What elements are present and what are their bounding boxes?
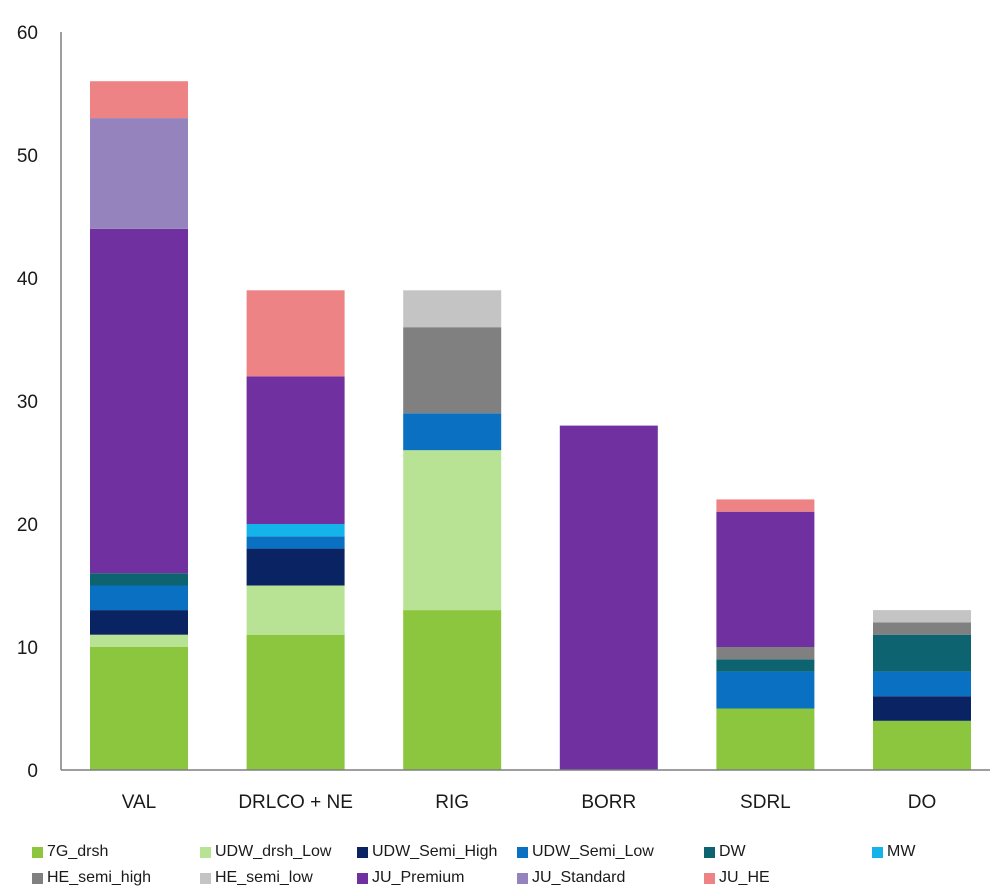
bar-segment xyxy=(873,696,971,721)
legend-swatch xyxy=(200,846,211,858)
bar-segment xyxy=(716,659,815,672)
legend-swatch xyxy=(32,846,43,858)
legend-item: UDW_drsh_Low xyxy=(200,842,331,862)
bar-segment xyxy=(246,585,345,635)
legend-item: JU_Standard xyxy=(517,868,625,888)
bar-segment xyxy=(246,290,345,377)
bar-segment xyxy=(90,228,188,574)
bar-segment xyxy=(716,708,815,770)
legend-swatch xyxy=(357,872,368,884)
legend-label: HE_semi_high xyxy=(47,869,152,886)
legend-label: DW xyxy=(719,843,746,860)
bar-segment xyxy=(716,671,815,709)
legend-label: UDW_Semi_Low xyxy=(532,843,654,860)
legend-label: JU_Standard xyxy=(532,869,626,886)
legend-swatch xyxy=(517,872,528,884)
legend-label: JU_HE xyxy=(719,869,770,886)
legend-swatch xyxy=(32,872,43,884)
legend-swatch xyxy=(200,872,211,884)
y-tick-label: 40 xyxy=(17,269,38,290)
bar-segment xyxy=(873,720,971,770)
stacked-bar-chart: 0 10 20 30 40 50 60 VAL DRLCO + NE RIG BORR SDRL DO xyxy=(17,23,990,813)
bar-segment xyxy=(716,511,815,647)
legend-label: MW xyxy=(887,843,916,860)
legend-item: JU_Premium xyxy=(357,868,464,888)
bar-segment xyxy=(90,81,188,119)
bar-segment xyxy=(403,327,502,414)
x-category-label: SDRL xyxy=(740,792,791,813)
y-tick-label: 50 xyxy=(17,146,38,167)
bar-segment xyxy=(246,548,345,586)
bar-segment xyxy=(90,118,188,229)
y-axis-ticks: 0 10 20 30 40 50 60 xyxy=(17,23,38,782)
bar-segment xyxy=(246,524,345,537)
legend-label: JU_Premium xyxy=(372,869,465,886)
bar-segment xyxy=(90,610,188,635)
legend-label: HE_semi_low xyxy=(215,869,313,886)
legend-item: 7G_drsh xyxy=(32,842,108,862)
bar-segment xyxy=(873,610,971,623)
bar-segment xyxy=(246,536,345,549)
legend-label: UDW_Semi_High xyxy=(372,843,498,860)
bar-segment xyxy=(873,634,971,672)
legend-swatch xyxy=(872,846,883,858)
legend-item: MW xyxy=(872,842,915,862)
y-tick-label: 30 xyxy=(17,392,38,413)
legend-item: DW xyxy=(704,842,746,862)
legend-item: JU_HE xyxy=(704,868,770,888)
bar-segment xyxy=(90,573,188,586)
bar-segment xyxy=(716,647,815,660)
bar-segment xyxy=(246,376,345,524)
legend-swatch xyxy=(517,846,528,858)
legend-item: HE_semi_high xyxy=(32,868,151,888)
bar-segment xyxy=(90,647,188,770)
x-category-label: RIG xyxy=(435,792,469,813)
bar-segment xyxy=(90,585,188,611)
bar-segment xyxy=(559,425,658,770)
bar-segment xyxy=(90,634,188,647)
x-category-label: BORR xyxy=(581,792,636,813)
y-tick-label: 20 xyxy=(17,515,38,536)
bars xyxy=(90,81,971,770)
bar-segment xyxy=(246,634,345,770)
legend-label: 7G_drsh xyxy=(47,843,109,860)
legend-swatch xyxy=(357,846,368,858)
bar-segment xyxy=(403,450,502,611)
bar-segment xyxy=(403,610,502,770)
y-tick-label: 0 xyxy=(27,761,38,782)
legend-item: UDW_Semi_Low xyxy=(517,842,654,862)
bar-segment xyxy=(403,413,502,451)
bar-segment xyxy=(403,290,502,328)
x-category-label: VAL xyxy=(122,792,157,813)
legend-item: HE_semi_low xyxy=(200,868,313,888)
x-category-label: DO xyxy=(908,792,937,813)
legend-label: UDW_drsh_Low xyxy=(215,843,332,860)
legend-item: UDW_Semi_High xyxy=(357,842,497,862)
y-tick-label: 10 xyxy=(17,638,38,659)
x-axis-labels: VAL DRLCO + NE RIG BORR SDRL DO xyxy=(122,792,937,813)
bar-segment xyxy=(716,499,815,512)
legend-swatch xyxy=(704,872,715,884)
bar-segment xyxy=(873,671,971,697)
legend-swatch xyxy=(704,846,715,858)
y-tick-label: 60 xyxy=(17,23,38,44)
bar-segment xyxy=(873,622,971,635)
x-category-label: DRLCO + NE xyxy=(238,792,353,813)
